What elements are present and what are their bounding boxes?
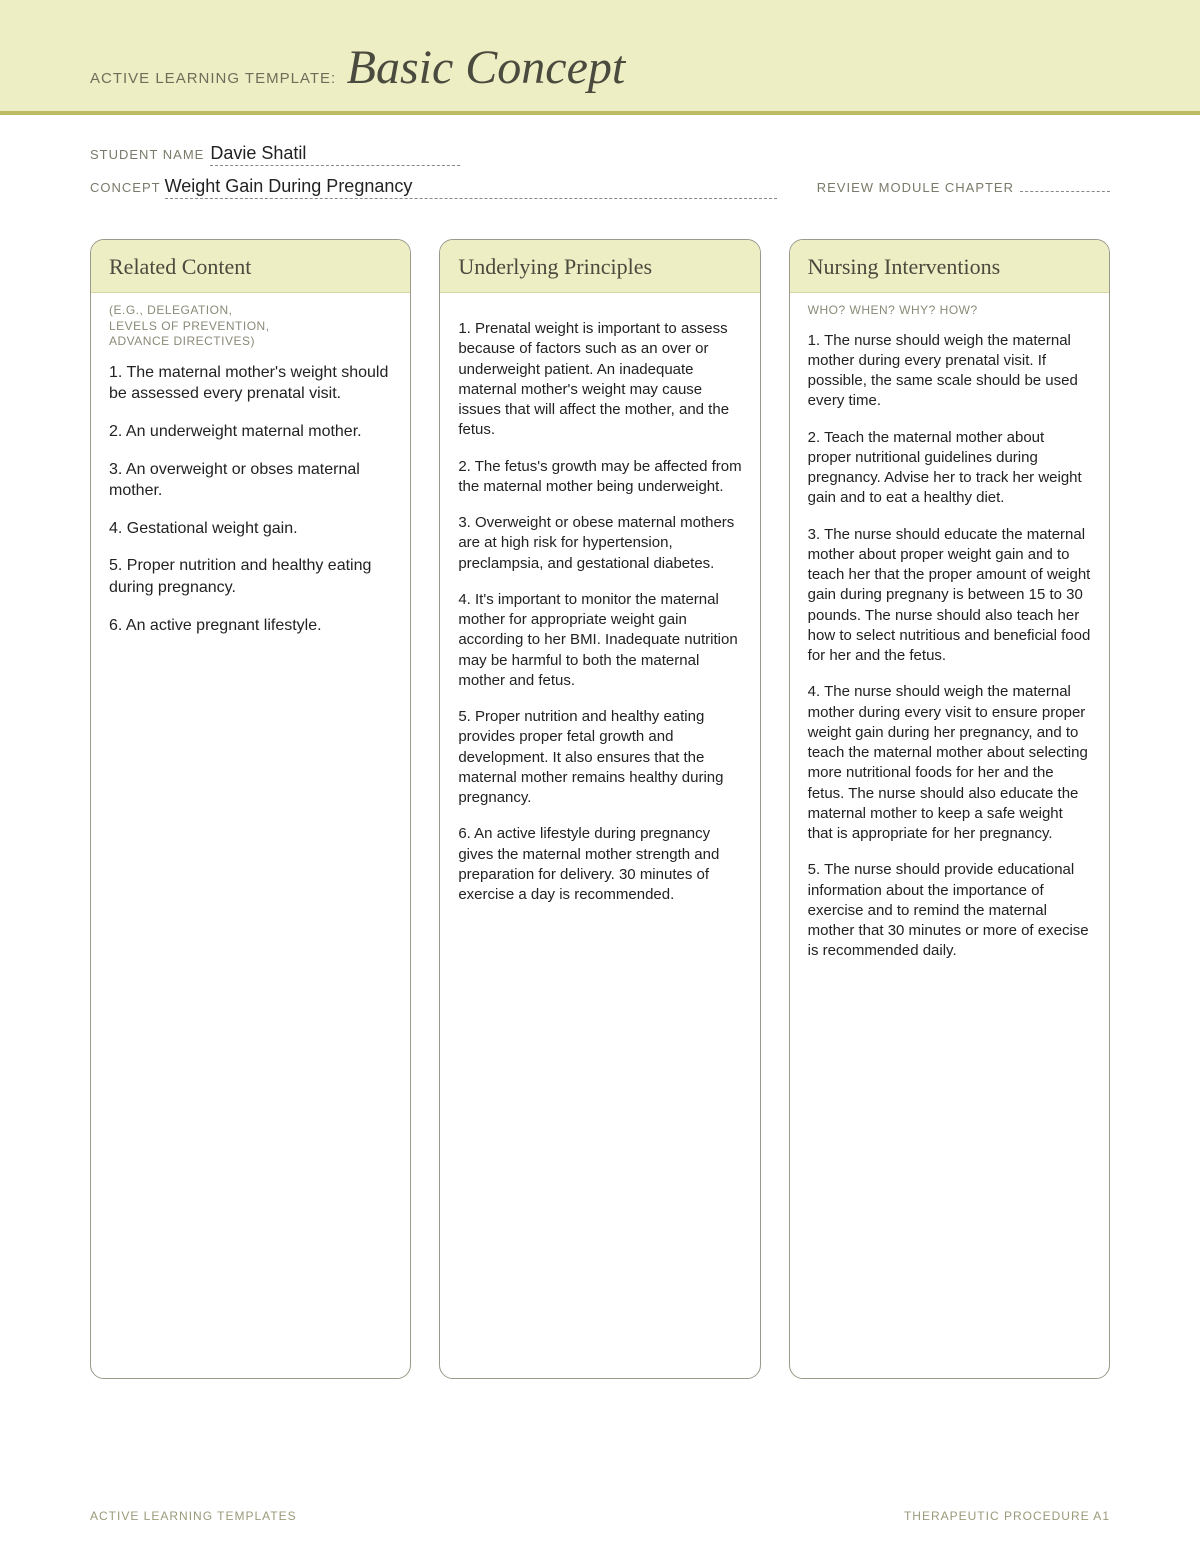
concept-label: CONCEPT xyxy=(90,180,161,195)
info-area: STUDENT NAME Davie Shatil CONCEPT Weight… xyxy=(0,115,1200,199)
principles-item: 3. Overweight or obese maternal mothers … xyxy=(458,513,741,574)
related-content-column: Related Content (E.G., DELEGATION, LEVEL… xyxy=(90,239,411,1379)
student-row: STUDENT NAME Davie Shatil xyxy=(90,143,1110,166)
related-item: 4. Gestational weight gain. xyxy=(109,518,392,540)
principles-item: 1. Prenatal weight is important to asses… xyxy=(458,319,741,441)
review-line: REVIEW MODULE CHAPTER xyxy=(817,178,1110,195)
related-item: 5. Proper nutrition and healthy eating d… xyxy=(109,555,392,598)
underlying-principles-column: Underlying Principles 1. Prenatal weight… xyxy=(439,239,760,1379)
student-value: Davie Shatil xyxy=(210,143,460,166)
principles-item: 5. Proper nutrition and healthy eating p… xyxy=(458,707,741,808)
principles-item: 2. The fetus's growth may be affected fr… xyxy=(458,457,741,498)
interventions-item: 4. The nurse should weigh the maternal m… xyxy=(808,682,1091,844)
interventions-sub: WHO? WHEN? WHY? HOW? xyxy=(790,293,1109,323)
principles-sub xyxy=(440,293,759,311)
header-prefix: ACTIVE LEARNING TEMPLATE: xyxy=(90,70,336,87)
header-title: Basic Concept xyxy=(347,40,626,95)
principles-body: 1. Prenatal weight is important to asses… xyxy=(440,311,759,939)
student-label: STUDENT NAME xyxy=(90,147,204,162)
related-item: 6. An active pregnant lifestyle. xyxy=(109,615,392,637)
header-band: ACTIVE LEARNING TEMPLATE: Basic Concept xyxy=(0,0,1200,115)
footer-left: ACTIVE LEARNING TEMPLATES xyxy=(90,1509,297,1523)
interventions-header: Nursing Interventions xyxy=(790,240,1109,293)
interventions-item: 5. The nurse should provide educational … xyxy=(808,860,1091,961)
interventions-item: 3. The nurse should educate the maternal… xyxy=(808,525,1091,667)
related-item: 2. An underweight maternal mother. xyxy=(109,421,392,443)
related-sub: (E.G., DELEGATION, LEVELS OF PREVENTION,… xyxy=(91,293,410,354)
concept-value: Weight Gain During Pregnancy xyxy=(165,176,777,199)
concept-review-row: CONCEPT Weight Gain During Pregnancy REV… xyxy=(90,176,1110,199)
related-item: 1. The maternal mother's weight should b… xyxy=(109,362,392,405)
concept-line: CONCEPT Weight Gain During Pregnancy xyxy=(90,176,777,199)
related-header: Related Content xyxy=(91,240,410,293)
footer: ACTIVE LEARNING TEMPLATES THERAPEUTIC PR… xyxy=(90,1509,1110,1523)
principles-item: 4. It's important to monitor the materna… xyxy=(458,590,741,691)
interventions-body: 1. The nurse should weigh the maternal m… xyxy=(790,323,1109,996)
related-item: 3. An overweight or obses maternal mothe… xyxy=(109,459,392,502)
columns: Related Content (E.G., DELEGATION, LEVEL… xyxy=(0,199,1200,1379)
related-body: 1. The maternal mother's weight should b… xyxy=(91,354,410,670)
interventions-item: 1. The nurse should weigh the maternal m… xyxy=(808,331,1091,412)
nursing-interventions-column: Nursing Interventions WHO? WHEN? WHY? HO… xyxy=(789,239,1110,1379)
footer-right: THERAPEUTIC PROCEDURE A1 xyxy=(904,1509,1110,1523)
review-blank xyxy=(1020,178,1110,192)
principles-item: 6. An active lifestyle during pregnancy … xyxy=(458,824,741,905)
review-label: REVIEW MODULE CHAPTER xyxy=(817,180,1014,195)
interventions-item: 2. Teach the maternal mother about prope… xyxy=(808,428,1091,509)
principles-header: Underlying Principles xyxy=(440,240,759,293)
